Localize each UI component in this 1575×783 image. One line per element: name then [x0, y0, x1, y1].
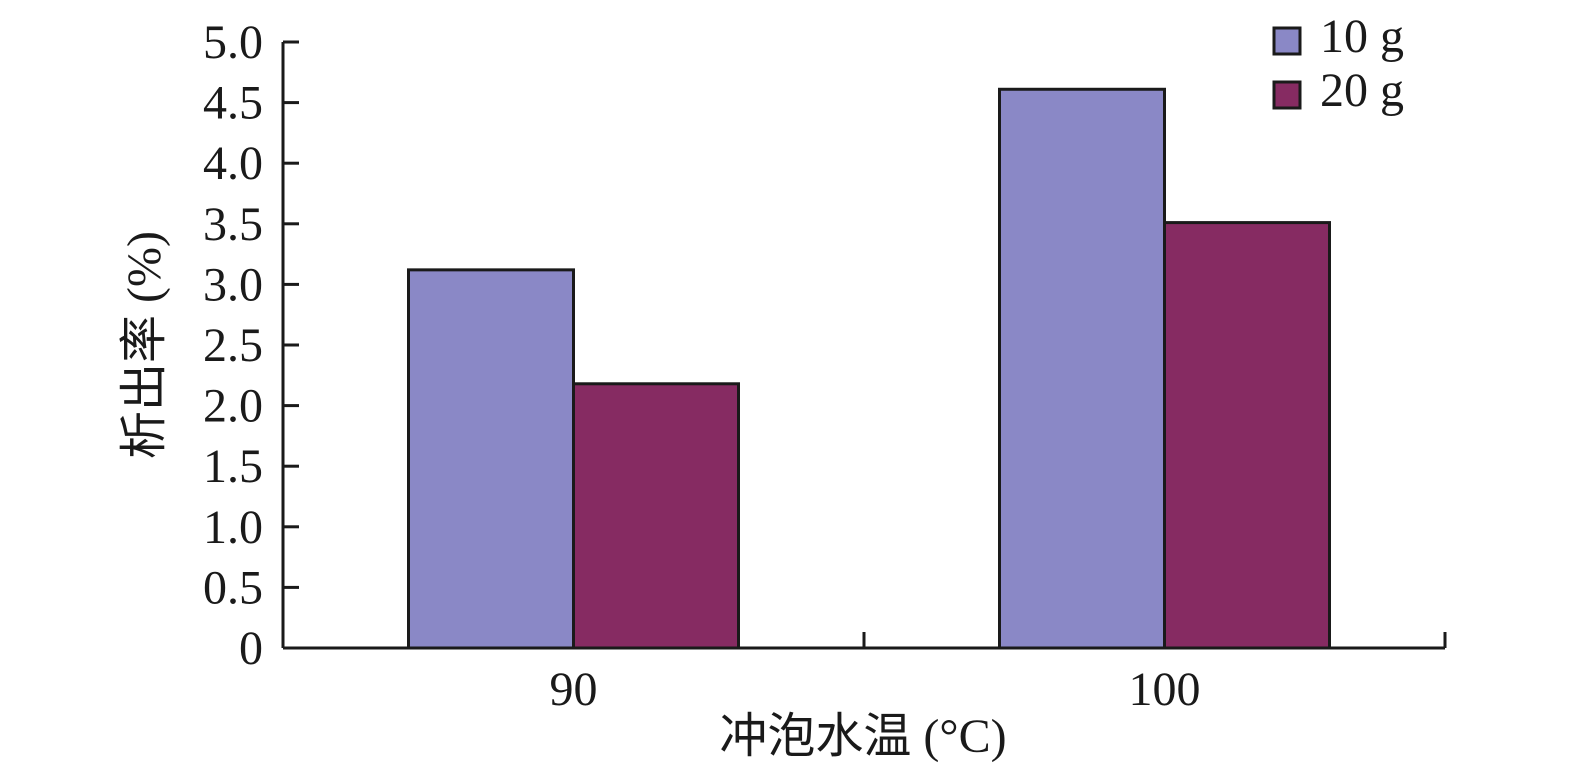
y-tick-label: 0.5 [203, 561, 263, 614]
y-tick-label: 2.5 [203, 319, 263, 372]
legend-swatch [1272, 26, 1302, 56]
y-tick-label: 4.0 [203, 137, 263, 190]
bar-100-20g [1163, 221, 1331, 650]
y-tick-label: 5.0 [203, 16, 263, 69]
y-tick-label: 3.0 [203, 258, 263, 311]
x-axis-title: 冲泡水温 (°C) [719, 710, 1006, 763]
bar-90-20g [572, 382, 740, 650]
axes-layer: 0 0.5 1.0 1.5 2.0 2.5 3.0 3.5 4.0 4.5 5.0 90 100 [203, 16, 1447, 716]
bars-layer [407, 87, 1331, 650]
labels-layer: 冲泡水温 (°C) 析出率 (%) [118, 231, 1007, 763]
y-tick-label: 4.5 [203, 77, 263, 130]
legend-swatch [1272, 80, 1302, 110]
legend-label: 20 g [1320, 64, 1404, 117]
y-tick-label: 1.5 [203, 440, 263, 493]
y-tick-label: 2.0 [203, 380, 263, 433]
y-tick-label: 1.0 [203, 501, 263, 554]
x-tick-label: 90 [550, 663, 598, 716]
legend: 10 g20 g [1272, 10, 1404, 117]
y-tick-label: 3.5 [203, 198, 263, 251]
y-tick-label: 0 [239, 622, 263, 675]
y-axis-title: 析出率 (%) [118, 231, 171, 459]
legend-label: 10 g [1320, 10, 1404, 63]
bar-100-10g [998, 87, 1166, 650]
x-tick-label: 100 [1129, 663, 1201, 716]
bar-90-10g [407, 268, 575, 650]
